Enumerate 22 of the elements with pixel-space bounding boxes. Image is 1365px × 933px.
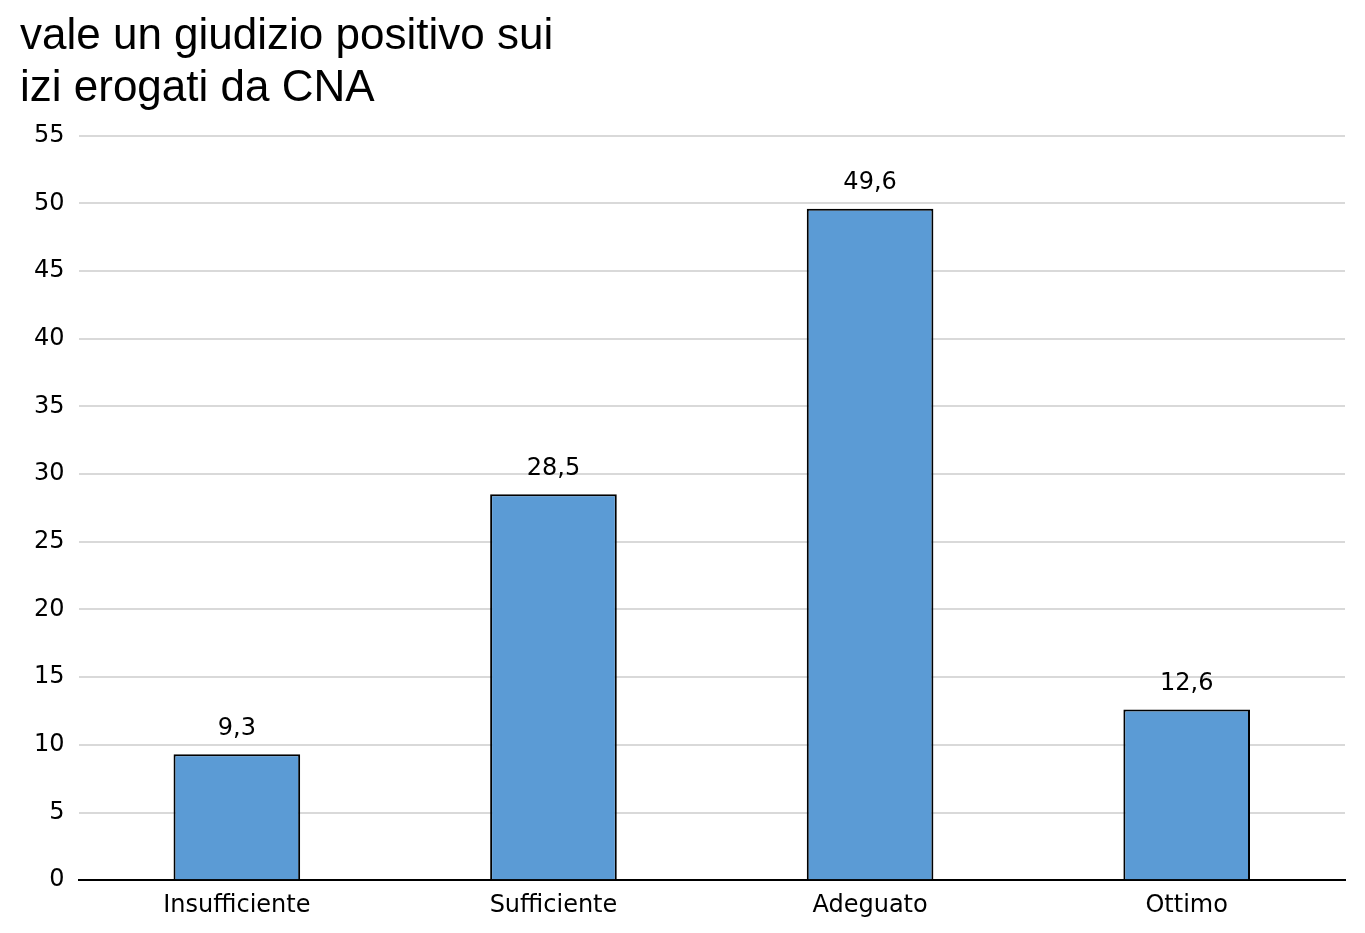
data-label: 28,5 xyxy=(526,452,581,481)
y-tick-label: 30 xyxy=(33,458,65,487)
y-tick-label: 50 xyxy=(33,187,65,216)
y-tick-label: 0 xyxy=(49,864,65,893)
y-tick-label: 5 xyxy=(49,796,65,825)
y-tick-label: 45 xyxy=(33,255,65,284)
x-tick-label: Sufficiente xyxy=(489,889,618,918)
data-label: 49,6 xyxy=(843,166,897,195)
y-tick-label: 15 xyxy=(33,661,65,690)
x-tick-label: Insufficiente xyxy=(163,889,311,918)
y-tick-label: 40 xyxy=(33,322,65,351)
text: vale un giudizio positivo sui xyxy=(20,8,554,58)
y-tick-label: 25 xyxy=(33,525,65,554)
y-tick-label: 55 xyxy=(33,119,65,148)
x-tick-label: Adeguato xyxy=(812,889,928,918)
y-tick-label: 10 xyxy=(33,729,65,758)
data-label: 12,6 xyxy=(1159,667,1214,696)
y-tick-label: 35 xyxy=(33,390,65,419)
data-label: 9,3 xyxy=(217,712,256,741)
x-tick-label: Ottimo xyxy=(1145,889,1228,918)
text: izi erogati da CNA xyxy=(20,61,375,111)
y-tick-label: 20 xyxy=(33,593,65,622)
